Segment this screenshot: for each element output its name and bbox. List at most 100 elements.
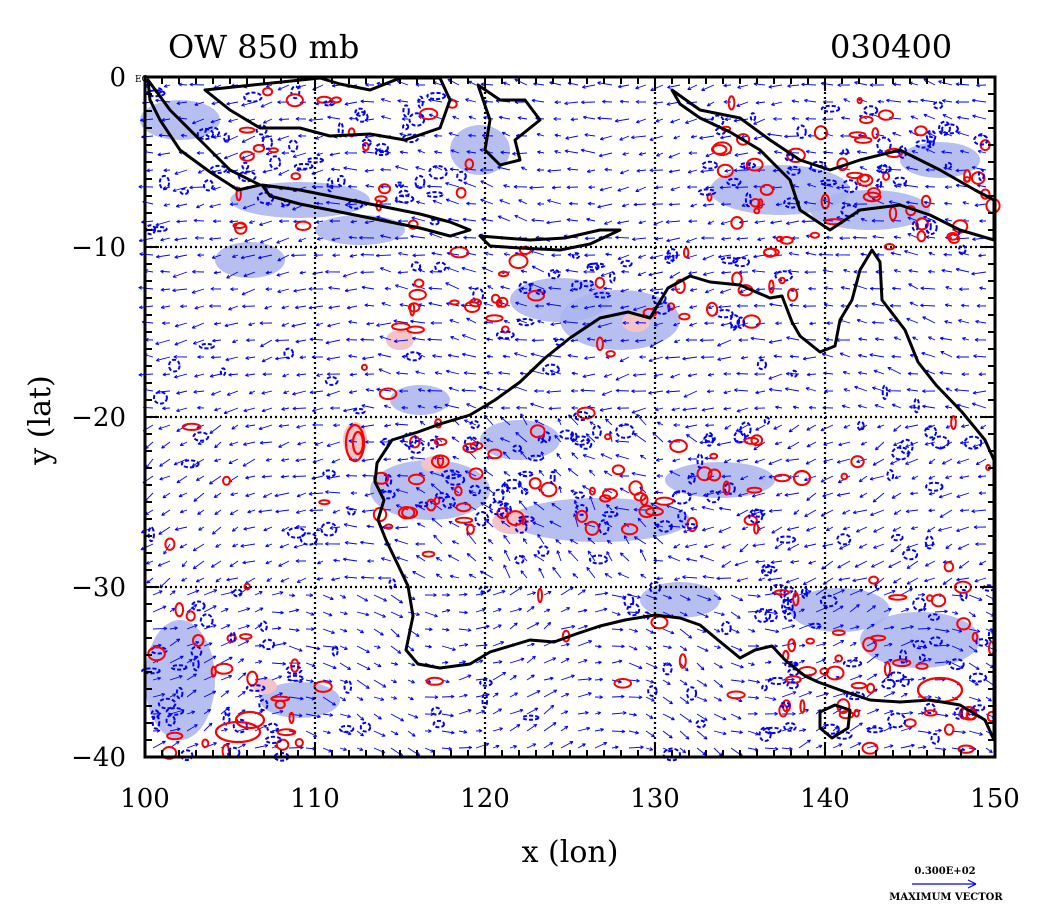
wind-vector: [852, 235, 868, 240]
wind-vector: [699, 338, 715, 343]
wind-vector: [951, 662, 964, 669]
negative-contour: [732, 256, 750, 268]
wind-vector: [723, 371, 732, 376]
wind-vector: [690, 134, 698, 139]
wind-vector: [978, 491, 987, 496]
wind-vector: [734, 560, 749, 567]
wind-vector: [360, 424, 375, 429]
wind-vector: [329, 152, 341, 157]
positive-contour: [743, 514, 758, 526]
wind-vector: [344, 575, 358, 580]
wind-vector: [736, 509, 749, 517]
wind-vector: [259, 440, 273, 445]
wind-vector: [258, 509, 273, 514]
negative-contour: [819, 594, 838, 608]
wind-vector: [361, 458, 375, 463]
wind-vector: [447, 78, 460, 86]
wind-vector: [407, 645, 415, 652]
wind-vector: [556, 550, 562, 562]
wind-vector: [769, 286, 783, 291]
wind-vector: [317, 560, 324, 565]
wind-vector: [703, 543, 715, 549]
wind-vector: [278, 117, 290, 122]
wind-vector: [985, 662, 994, 669]
wind-vector: [475, 728, 483, 733]
wind-vector: [619, 99, 630, 104]
wind-vector: [348, 354, 358, 359]
wind-vector: [764, 696, 777, 701]
negative-contour: [977, 168, 985, 182]
wind-vector: [679, 594, 691, 601]
wind-vector: [158, 526, 171, 535]
wind-vector: [752, 543, 766, 548]
wind-vector: [375, 253, 392, 258]
wind-vector: [976, 303, 987, 308]
wind-vector: [263, 526, 273, 532]
wind-vector: [530, 402, 545, 409]
wind-vector: [162, 406, 171, 411]
wind-vector: [441, 730, 455, 735]
wind-vector: [611, 611, 621, 616]
positive-contour: [613, 678, 633, 689]
wind-vector: [667, 84, 681, 89]
wind-vector: [463, 181, 477, 188]
wind-vector: [702, 203, 715, 208]
wind-vector: [155, 356, 171, 362]
negative-contour: [158, 174, 170, 191]
positive-contour: [915, 662, 929, 670]
wind-vector: [381, 115, 392, 120]
wind-vector: [758, 577, 766, 582]
wind-vector: [687, 373, 698, 378]
y-tick-label: −40: [71, 743, 126, 773]
wind-vector: [866, 708, 880, 715]
wind-vector: [415, 554, 426, 562]
chart-title-right: 030400: [830, 28, 952, 66]
wind-vector: [176, 101, 188, 106]
wind-vector: [577, 608, 588, 613]
wind-vector: [356, 628, 364, 634]
wind-vector: [308, 118, 324, 123]
wind-vector: [815, 658, 826, 664]
wind-vector: [367, 559, 375, 564]
wind-vector: [450, 149, 460, 154]
wind-vector: [905, 458, 919, 465]
positive-contour: [678, 312, 691, 321]
wind-vector: [724, 117, 732, 122]
wind-vector: [781, 726, 794, 732]
wind-vector: [430, 321, 442, 325]
wind-vector: [169, 607, 176, 613]
wind-vector: [900, 692, 908, 698]
positive-contour: [853, 708, 860, 718]
wind-vector: [169, 675, 183, 681]
wind-vector: [486, 354, 494, 359]
positive-contour: [867, 187, 881, 199]
wind-vector: [764, 660, 772, 665]
wind-vector: [600, 271, 613, 277]
wind-vector: [568, 201, 579, 206]
positive-contour: [757, 198, 764, 209]
wind-vector: [737, 492, 749, 497]
wind-vector: [858, 475, 868, 483]
wind-vector: [584, 253, 596, 258]
wind-vector: [717, 339, 732, 347]
wind-vector: [364, 372, 375, 377]
wind-vector: [805, 251, 817, 256]
wind-vector: [458, 642, 469, 647]
wind-vector: [281, 151, 289, 155]
wind-vector: [224, 322, 239, 328]
wind-vector: [611, 659, 623, 664]
wind-vector: [891, 354, 902, 359]
wind-vector: [543, 722, 557, 732]
wind-vector: [854, 385, 868, 392]
wind-vector: [519, 371, 528, 376]
wind-vector: [485, 371, 494, 375]
wind-vector: [210, 560, 222, 568]
positive-contour: [487, 448, 503, 460]
positive-contour: [753, 522, 760, 535]
wind-vector: [686, 185, 698, 190]
wind-vector: [366, 321, 375, 326]
wind-vector: [870, 560, 885, 568]
wind-vector: [685, 237, 698, 243]
wind-vector: [537, 533, 545, 545]
wind-vector: [639, 355, 647, 360]
